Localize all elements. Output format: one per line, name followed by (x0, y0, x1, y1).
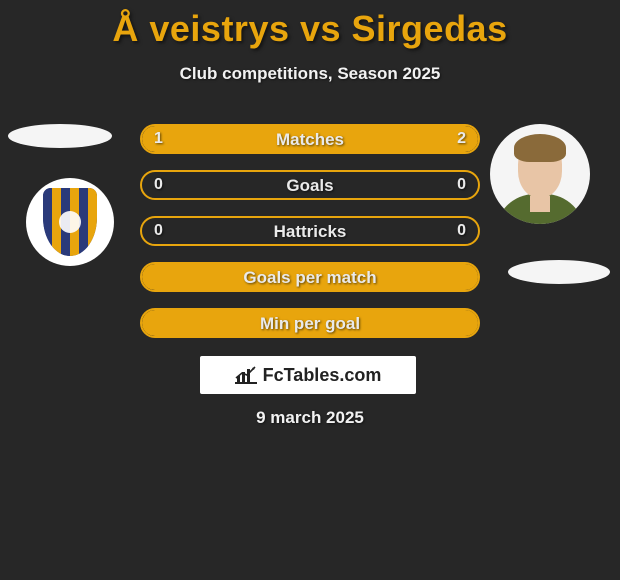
page-title: Å veistrys vs Sirgedas (0, 0, 620, 50)
watermark-text: FcTables.com (263, 365, 382, 386)
bar-matches: 1 Matches 2 (140, 124, 480, 154)
bar-label: Goals (142, 176, 478, 196)
player-left-placeholder-top (8, 124, 112, 148)
player-left-badge (26, 178, 114, 266)
bar-fill-left (142, 310, 478, 336)
bar-value-right: 0 (457, 176, 466, 194)
avatar-hair (514, 134, 566, 162)
bar-value-left: 1 (154, 130, 163, 148)
avatar-neck (530, 196, 550, 212)
chart-icon (235, 366, 257, 384)
bar-goals: 0 Goals 0 (140, 170, 480, 200)
bar-fill-right (256, 126, 478, 152)
bar-value-left: 0 (154, 222, 163, 240)
bar-fill-left (142, 264, 478, 290)
player-right-avatar (490, 124, 590, 224)
bar-value-right: 0 (457, 222, 466, 240)
bar-goals-per-match: Goals per match (140, 262, 480, 292)
watermark: FcTables.com (200, 356, 416, 394)
bar-min-per-goal: Min per goal (140, 308, 480, 338)
player-right-placeholder-bot (508, 260, 610, 284)
subtitle: Club competitions, Season 2025 (0, 64, 620, 84)
bar-label: Hattricks (142, 222, 478, 242)
bar-hattricks: 0 Hattricks 0 (140, 216, 480, 246)
date: 9 march 2025 (0, 408, 620, 428)
bar-value-right: 2 (457, 130, 466, 148)
club-badge-icon (43, 188, 97, 256)
comparison-bars: 1 Matches 2 0 Goals 0 0 Hattricks 0 Goal… (140, 124, 480, 354)
bar-value-left: 0 (154, 176, 163, 194)
